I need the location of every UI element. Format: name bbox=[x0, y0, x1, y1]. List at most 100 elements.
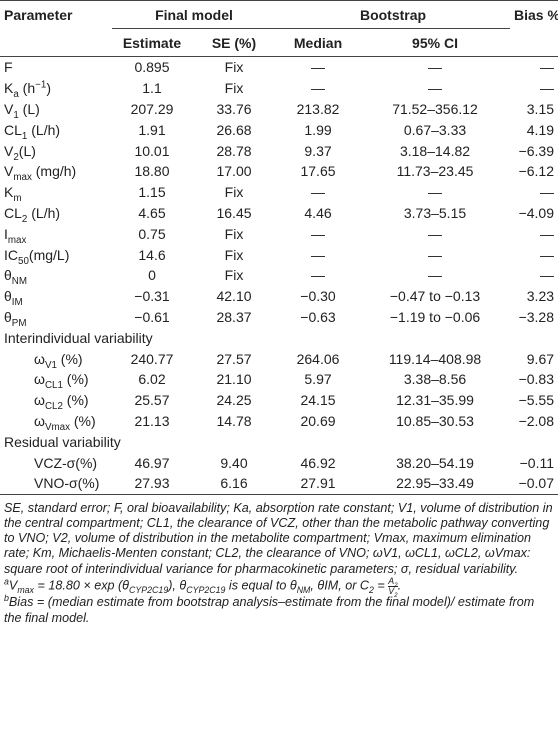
value-cell: 11.73–23.45 bbox=[396, 163, 474, 180]
value-cell: 12.31–35.99 bbox=[396, 392, 474, 409]
table-row: Imax 0.75 Fix — — — bbox=[0, 223, 558, 245]
header-cell: Estimate bbox=[122, 34, 182, 51]
header-cell: Median bbox=[293, 34, 343, 51]
text-segment: θ bbox=[4, 267, 12, 284]
value-cell: 3.38–8.56 bbox=[403, 371, 467, 388]
text-segment: a bbox=[13, 88, 19, 100]
value-cell: 0.895 bbox=[134, 59, 170, 76]
value-cell: — bbox=[540, 267, 555, 284]
parameter-cell: Imax bbox=[0, 223, 112, 245]
text-segment: VNO-σ(%) bbox=[34, 475, 100, 492]
text-segment: K bbox=[4, 80, 14, 97]
table-row: VCZ-σ(%) 46.97 9.40 46.92 38.20–54.19 −0.11 bbox=[0, 452, 558, 473]
value-cell: 26.68 bbox=[216, 121, 252, 138]
text-segment: (%) bbox=[62, 392, 89, 409]
text-segment: NM bbox=[11, 276, 28, 288]
header-cell: Bootstrap bbox=[276, 0, 511, 29]
text-segment: I bbox=[4, 225, 8, 242]
text-segment: VCZ-σ(%) bbox=[34, 454, 98, 471]
text-segment: 2 bbox=[21, 213, 28, 225]
value-cell: — bbox=[311, 225, 326, 242]
value-cell: −4.09 bbox=[518, 204, 555, 221]
value-cell: 27.91 bbox=[300, 475, 336, 492]
value-cell: 3.18–14.82 bbox=[399, 142, 471, 159]
value-cell: — bbox=[428, 225, 443, 242]
footnote: SE, standard error; F, oral bioavailabil… bbox=[4, 501, 554, 577]
value-cell: 14.78 bbox=[216, 412, 252, 429]
parameter-cell: V2(L) bbox=[0, 140, 112, 163]
value-cell: 3.23 bbox=[526, 288, 555, 305]
value-cell: 18.80 bbox=[134, 163, 170, 180]
value-cell: 4.65 bbox=[138, 204, 166, 221]
value-cell: −0.11 bbox=[519, 454, 555, 471]
text-segment: F bbox=[4, 59, 13, 76]
parameter-cell: θIM bbox=[0, 286, 112, 307]
table-row: ωV1 (%) 240.77 27.57 264.06 119.14–408.98 9.6… bbox=[0, 348, 558, 370]
table-row: Km 1.15 Fix — — — bbox=[0, 182, 558, 203]
text-segment: 1 bbox=[21, 130, 28, 142]
table-row: IC50(mg/L) 14.6 Fix — — — bbox=[0, 244, 558, 266]
value-cell: 46.92 bbox=[300, 454, 336, 471]
value-cell: 46.97 bbox=[134, 454, 170, 471]
value-cell: 5.97 bbox=[304, 371, 332, 388]
value-cell: 27.93 bbox=[134, 475, 170, 492]
parameter-cell: Vmax (mg/h) bbox=[0, 161, 112, 182]
value-cell: 6.02 bbox=[138, 371, 166, 388]
value-cell: 24.25 bbox=[216, 392, 252, 409]
text-segment: IM bbox=[11, 296, 23, 308]
table-row: ωCL1 (%) 6.02 21.10 5.97 3.38–8.56 −0.83 bbox=[0, 369, 558, 390]
value-cell: −6.39 bbox=[518, 142, 555, 159]
value-cell: — bbox=[540, 59, 555, 76]
parameter-cell: Km bbox=[0, 182, 112, 203]
table-row: VNO-σ(%) 27.93 6.16 27.91 22.95–33.49 −0.07 bbox=[0, 473, 558, 495]
value-cell: 1.1 bbox=[142, 80, 162, 97]
value-cell: — bbox=[428, 59, 443, 76]
text-segment: = bbox=[373, 578, 389, 593]
value-cell: 24.15 bbox=[300, 392, 336, 409]
footnote: bBias = (median estimate from bootstrap … bbox=[4, 594, 554, 625]
value-cell: 3.73–5.15 bbox=[403, 204, 467, 221]
text-segment: = 18.80 × exp (θ bbox=[33, 578, 130, 593]
value-cell: 16.45 bbox=[216, 204, 252, 221]
text-segment: (%) bbox=[62, 371, 89, 388]
header-cell: Parameter bbox=[4, 6, 73, 23]
value-cell: 28.78 bbox=[216, 142, 252, 159]
value-cell: 119.14–408.98 bbox=[388, 350, 482, 367]
text-segment: V bbox=[4, 100, 14, 117]
value-cell: 264.06 bbox=[296, 350, 340, 367]
table-row: θNM 0 Fix — — — bbox=[0, 265, 558, 286]
parameter-cell: ωCL2 (%) bbox=[0, 390, 112, 411]
table-row: Vmax (mg/h) 18.80 17.00 17.65 11.73–23.45 −6.… bbox=[0, 161, 558, 182]
value-cell: 0.75 bbox=[138, 225, 166, 242]
value-cell: Fix bbox=[224, 184, 244, 201]
value-cell: 0 bbox=[148, 267, 156, 284]
header-cell: SE (%) bbox=[211, 34, 257, 51]
parameter-cell: IC50(mg/L) bbox=[0, 244, 112, 266]
text-segment: CYP2C19 bbox=[186, 584, 226, 595]
value-cell: −5.55 bbox=[518, 392, 555, 409]
table-row: ωVmax (%) 21.13 14.78 20.69 10.85–30.53 −2.08 bbox=[0, 411, 558, 432]
value-cell: — bbox=[311, 80, 326, 97]
text-segment: ω bbox=[34, 371, 45, 388]
footnotes: SE, standard error; F, oral bioavailabil… bbox=[0, 495, 558, 626]
value-cell: 3.15 bbox=[526, 100, 555, 117]
value-cell: 1.15 bbox=[138, 184, 166, 201]
parameter-cell: VCZ-σ(%) bbox=[0, 452, 112, 473]
text-segment: (L/h) bbox=[27, 204, 61, 221]
value-cell: −2.08 bbox=[518, 412, 555, 429]
value-cell: 10.85–30.53 bbox=[396, 412, 474, 429]
value-cell: — bbox=[540, 184, 555, 201]
table: Parameter Final model Bootstrap Bias % E… bbox=[0, 0, 558, 495]
parameter-cell: θPM bbox=[0, 307, 112, 328]
text-segment: NM bbox=[296, 584, 311, 595]
parameter-cell: ωVmax (%) bbox=[0, 411, 112, 432]
text-segment: V bbox=[4, 163, 14, 180]
table-row: V2(L) 10.01 28.78 9.37 3.18–14.82 −6.39 bbox=[0, 140, 558, 163]
text-segment: . bbox=[397, 578, 402, 593]
numerator: A2 bbox=[388, 576, 398, 588]
text-segment: m bbox=[13, 192, 22, 204]
text-segment: 2 bbox=[13, 151, 19, 163]
table-row: Residual variability bbox=[0, 431, 558, 452]
value-cell: 20.69 bbox=[300, 412, 336, 429]
value-cell: 9.67 bbox=[526, 350, 555, 367]
